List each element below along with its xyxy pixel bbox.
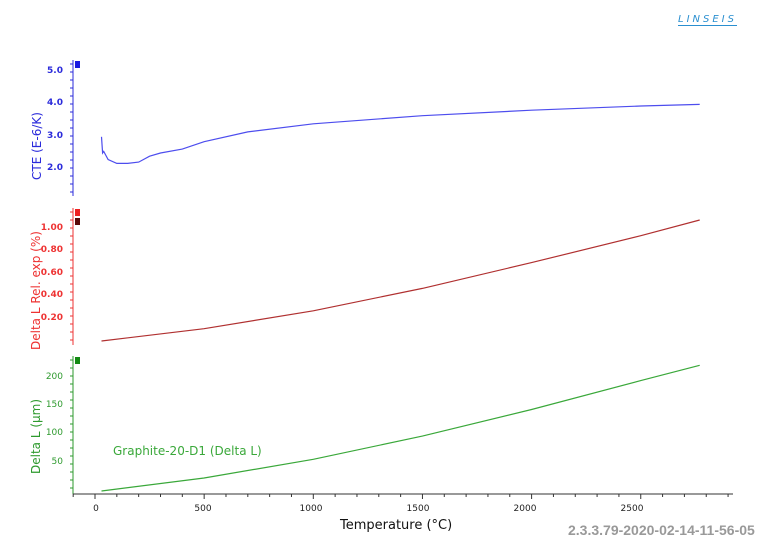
rel-tick: 1.00 (40, 223, 63, 233)
x-tick: 1500 (406, 504, 430, 514)
rel-tick: 0.40 (40, 290, 63, 300)
dl-tick: 200 (45, 372, 63, 382)
cte-tick: 3.0 (47, 131, 63, 141)
linseis-logo: LINSEIS (678, 14, 737, 26)
rel-tick: 0.20 (40, 313, 63, 323)
cte-tick: 5.0 (47, 66, 63, 76)
dl-tick: 100 (45, 428, 63, 438)
x-axis-label: Temperature (°C) (340, 518, 453, 533)
x-tick: 1000 (299, 504, 323, 514)
version-stamp: 2.3.3.79-2020-02-14-11-56-05 (568, 522, 755, 538)
cte-tick: 4.0 (47, 98, 63, 108)
x-tick: 2500 (620, 504, 644, 514)
series-legend: Graphite-20-D1 (Delta L) (113, 444, 262, 458)
dl-tick: 50 (51, 457, 63, 467)
x-tick: 0 (93, 504, 99, 514)
rel-tick: 0.60 (40, 268, 63, 278)
dl-tick: 150 (45, 400, 63, 410)
rel-tick: 0.80 (40, 245, 63, 255)
x-tick: 2000 (513, 504, 537, 514)
x-tick: 500 (194, 504, 212, 514)
cte-tick: 2.0 (47, 163, 63, 173)
